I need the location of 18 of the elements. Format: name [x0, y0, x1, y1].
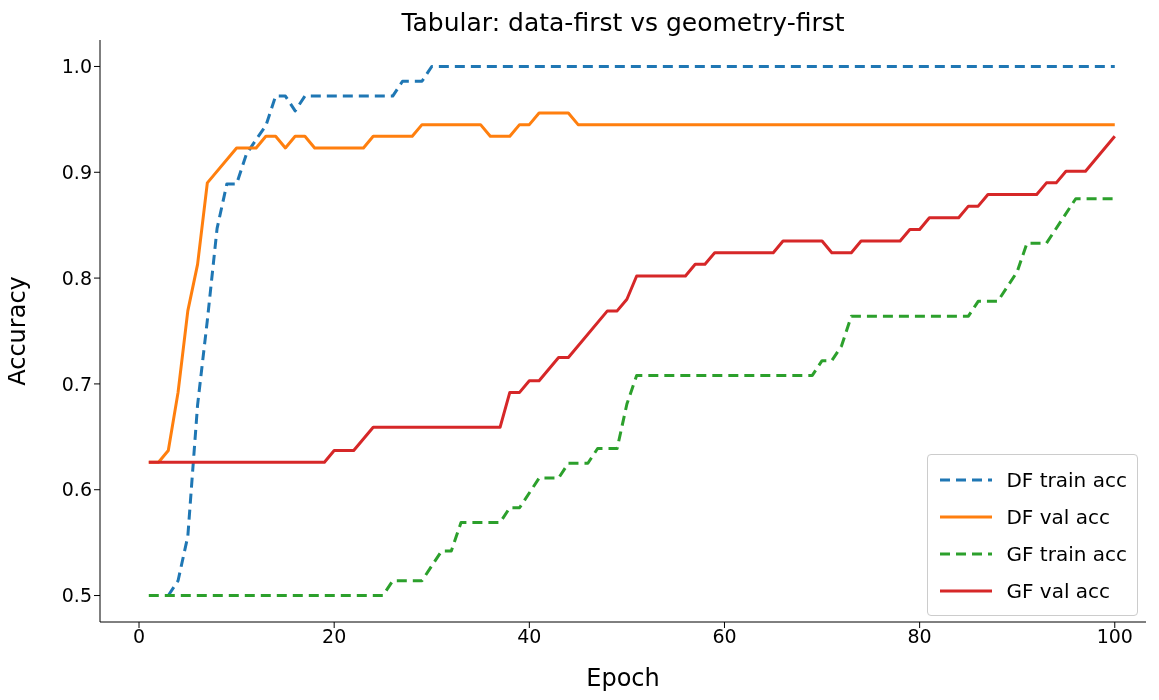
legend-label: DF train acc: [1006, 467, 1127, 492]
chart-title: Tabular: data-first vs geometry-first: [400, 8, 846, 38]
y-tick-label: 1.0: [61, 55, 92, 78]
x-tick-label: 60: [712, 625, 737, 648]
y-tick-label: 0.7: [61, 372, 92, 395]
y-tick-label: 0.8: [61, 266, 92, 289]
legend-label: GF val acc: [1006, 578, 1111, 603]
x-axis-title: Epoch: [586, 664, 660, 692]
x-tick-label: 100: [1096, 625, 1133, 648]
y-tick-label: 0.5: [61, 584, 92, 607]
y-tick-label: 0.6: [61, 478, 92, 501]
x-tick-label: 0: [132, 625, 146, 648]
x-tick-label: 20: [322, 625, 347, 648]
x-tick-label: 80: [907, 625, 932, 648]
y-tick-label: 0.9: [61, 161, 92, 184]
x-tick-label: 40: [517, 625, 542, 648]
legend-label: DF val acc: [1006, 504, 1110, 529]
legend-label: GF train acc: [1006, 541, 1127, 566]
